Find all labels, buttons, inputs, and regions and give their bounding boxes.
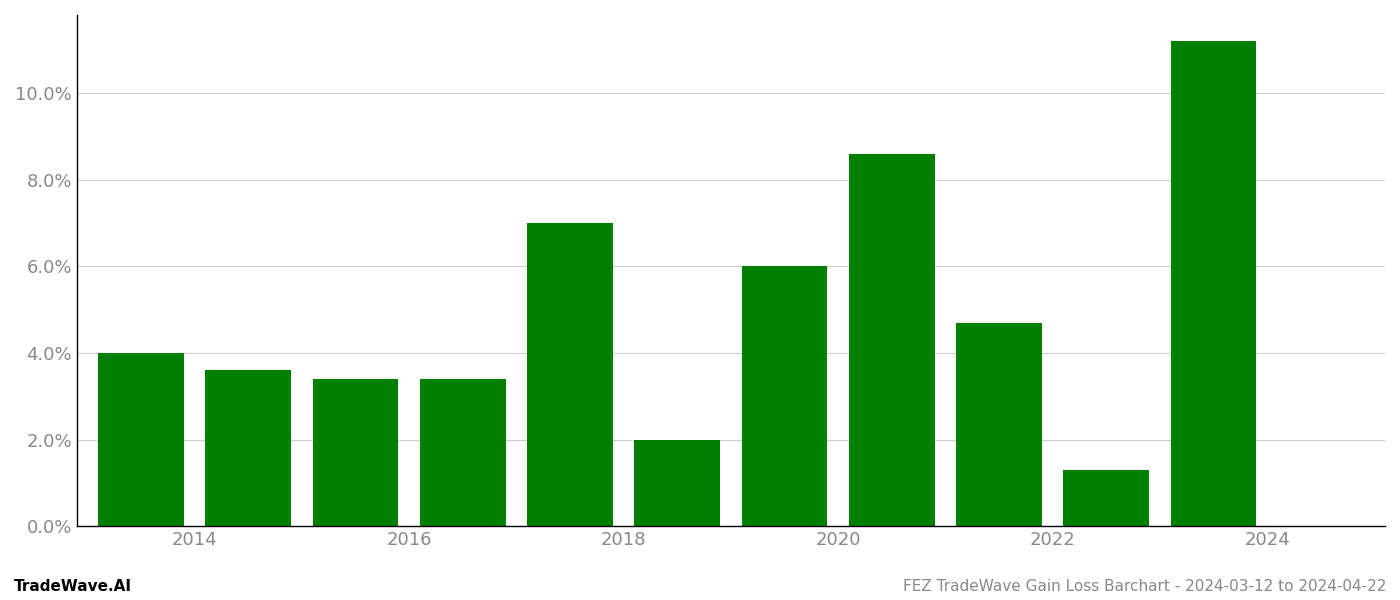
- Bar: [420, 379, 505, 526]
- Bar: [742, 266, 827, 526]
- Bar: [1063, 470, 1149, 526]
- Bar: [1170, 41, 1256, 526]
- Bar: [634, 440, 720, 526]
- Bar: [848, 154, 935, 526]
- Text: FEZ TradeWave Gain Loss Barchart - 2024-03-12 to 2024-04-22: FEZ TradeWave Gain Loss Barchart - 2024-…: [903, 579, 1386, 594]
- Bar: [956, 323, 1042, 526]
- Bar: [98, 353, 183, 526]
- Text: TradeWave.AI: TradeWave.AI: [14, 579, 132, 594]
- Bar: [312, 379, 399, 526]
- Bar: [526, 223, 613, 526]
- Bar: [206, 370, 291, 526]
